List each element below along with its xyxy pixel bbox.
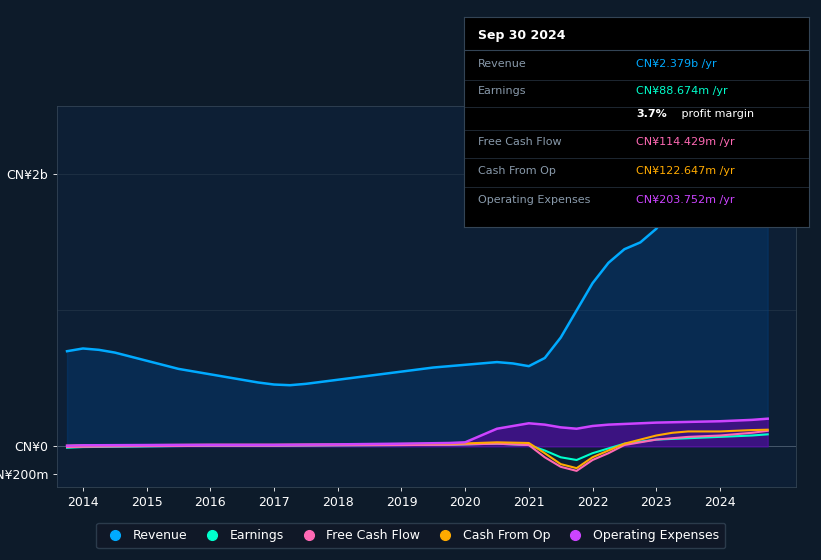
Text: CN¥2.379b /yr: CN¥2.379b /yr [636, 59, 717, 69]
Text: Operating Expenses: Operating Expenses [478, 195, 590, 206]
Text: profit margin: profit margin [677, 109, 754, 119]
Text: Sep 30 2024: Sep 30 2024 [478, 30, 565, 43]
Text: CN¥122.647m /yr: CN¥122.647m /yr [636, 166, 735, 176]
Legend: Revenue, Earnings, Free Cash Flow, Cash From Op, Operating Expenses: Revenue, Earnings, Free Cash Flow, Cash … [96, 522, 725, 548]
Text: 3.7%: 3.7% [636, 109, 667, 119]
Text: Free Cash Flow: Free Cash Flow [478, 137, 562, 147]
Text: CN¥114.429m /yr: CN¥114.429m /yr [636, 137, 735, 147]
Text: CN¥88.674m /yr: CN¥88.674m /yr [636, 86, 728, 96]
Text: CN¥203.752m /yr: CN¥203.752m /yr [636, 195, 735, 206]
Text: Earnings: Earnings [478, 86, 526, 96]
Text: Revenue: Revenue [478, 59, 526, 69]
Text: Cash From Op: Cash From Op [478, 166, 556, 176]
